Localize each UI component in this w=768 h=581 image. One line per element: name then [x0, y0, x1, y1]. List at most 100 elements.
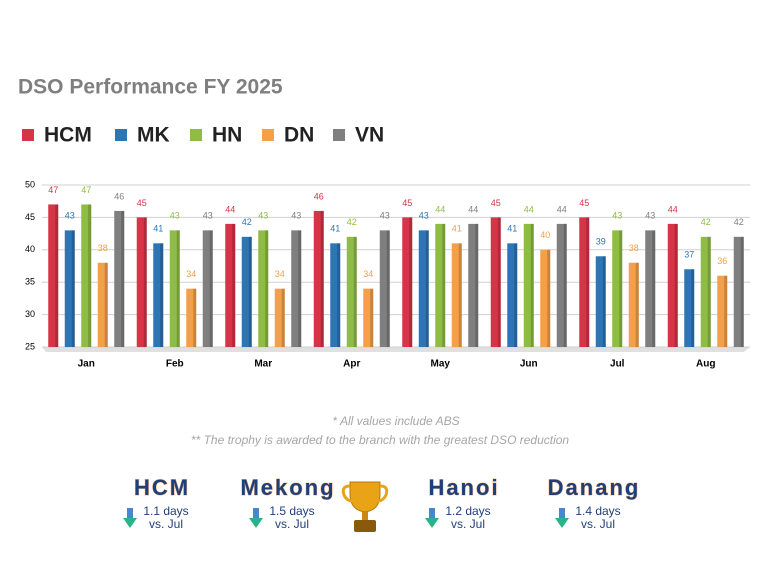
- bar-shade: [121, 210, 125, 347]
- x-tick-label: Jun: [520, 359, 538, 370]
- data-label: 43: [65, 211, 75, 221]
- bar: [579, 217, 590, 347]
- legend-label: HCM: [44, 124, 92, 147]
- bar-shade: [497, 217, 501, 347]
- bar-shade: [281, 288, 285, 347]
- x-tick-label: Apr: [343, 359, 360, 370]
- bar-shade: [104, 262, 108, 347]
- bar-shade: [386, 230, 390, 347]
- y-tick-label: 25: [25, 341, 35, 351]
- bar: [379, 230, 390, 347]
- bar-shade: [209, 230, 213, 347]
- bar-shade: [635, 262, 639, 347]
- data-label: 44: [524, 204, 534, 214]
- bar-shade: [707, 236, 711, 347]
- data-label: 36: [717, 256, 727, 266]
- legend-marker: [333, 129, 345, 141]
- arrow-icon: [249, 518, 263, 528]
- bar: [733, 236, 744, 347]
- bar: [612, 230, 623, 347]
- data-label: 41: [507, 224, 517, 234]
- data-label: 43: [612, 211, 622, 221]
- arrow-icon: [429, 508, 435, 518]
- card-change: 1.2 days: [445, 504, 490, 518]
- bar: [64, 230, 75, 347]
- data-label: 41: [153, 224, 163, 234]
- bar-shade: [602, 256, 606, 347]
- y-tick-label: 35: [25, 277, 35, 287]
- bar: [507, 243, 518, 347]
- bar-shade: [724, 275, 728, 347]
- data-label: 44: [468, 204, 478, 214]
- bar-shade: [425, 230, 429, 347]
- bar-shade: [586, 217, 590, 347]
- bar-shade: [176, 230, 180, 347]
- x-tick-label: Jan: [78, 359, 95, 370]
- legend-marker: [190, 129, 202, 141]
- bar-shade: [514, 243, 518, 347]
- data-label: 47: [81, 185, 91, 195]
- bar-shade: [691, 269, 695, 347]
- bar: [418, 230, 429, 347]
- arrow-icon: [555, 518, 569, 528]
- data-label: 44: [557, 204, 567, 214]
- legend-marker: [115, 129, 127, 141]
- data-label: 43: [258, 211, 268, 221]
- data-label: 43: [419, 211, 429, 221]
- bar: [136, 217, 147, 347]
- data-label: 41: [452, 224, 462, 234]
- bar: [667, 223, 678, 347]
- data-label: 38: [629, 243, 639, 253]
- data-label: 45: [491, 198, 501, 208]
- card-name: HCM: [134, 475, 190, 500]
- bar: [435, 223, 446, 347]
- bar-shade: [337, 243, 341, 347]
- legend-marker: [262, 129, 274, 141]
- data-label: 42: [734, 217, 744, 227]
- bar: [523, 223, 534, 347]
- data-label: 45: [402, 198, 412, 208]
- bar: [346, 236, 357, 347]
- bar: [451, 243, 462, 347]
- bar-shade: [232, 223, 236, 347]
- data-label: 37: [684, 250, 694, 260]
- data-label: 34: [363, 269, 373, 279]
- bar-shade: [652, 230, 656, 347]
- data-label: 47: [48, 185, 58, 195]
- bar-shade: [674, 223, 678, 347]
- arrow-icon: [559, 508, 565, 518]
- bar-shade: [143, 217, 147, 347]
- y-tick-label: 30: [25, 309, 35, 319]
- data-label: 38: [98, 243, 108, 253]
- data-label: 40: [540, 230, 550, 240]
- arrow-icon: [123, 518, 137, 528]
- bar: [645, 230, 656, 347]
- data-label: 44: [225, 204, 235, 214]
- bar-shade: [265, 230, 269, 347]
- bar: [258, 230, 269, 347]
- arrow-icon: [253, 508, 259, 518]
- bar: [556, 223, 567, 347]
- legend-marker: [22, 129, 34, 141]
- data-label: 43: [170, 211, 180, 221]
- bar: [717, 275, 728, 347]
- trophy-icon: [341, 481, 389, 532]
- bar: [330, 243, 341, 347]
- note: * All values include ABS: [332, 414, 459, 428]
- card-name: Danang: [548, 475, 641, 500]
- bar: [202, 230, 213, 347]
- bar: [700, 236, 711, 347]
- bar-shade: [370, 288, 374, 347]
- bar: [169, 230, 180, 347]
- data-label: 46: [314, 191, 324, 201]
- card-name: Mekong: [240, 475, 335, 500]
- x-tick-label: Feb: [166, 359, 184, 370]
- card-compare: vs. Jul: [581, 517, 615, 531]
- chart-title: DSO Performance FY 2025: [18, 76, 283, 99]
- bar: [684, 269, 695, 347]
- data-label: 45: [579, 198, 589, 208]
- bar-shade: [193, 288, 197, 347]
- bar-shade: [55, 204, 59, 347]
- bar-shade: [475, 223, 479, 347]
- arrow-icon: [425, 518, 439, 528]
